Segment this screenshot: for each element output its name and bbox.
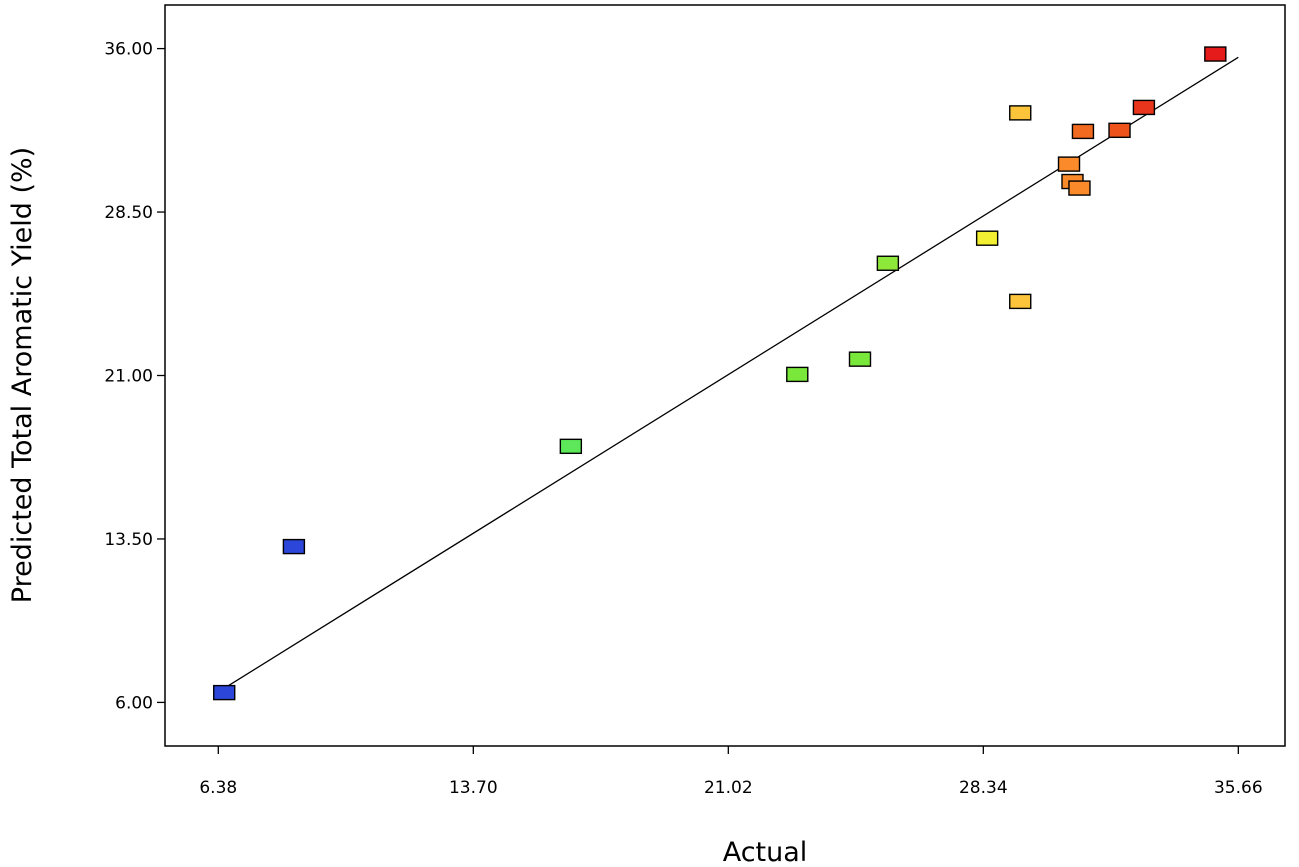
data-point-6 <box>975 230 999 246</box>
y-tick-label-2: 21.00 <box>104 367 153 387</box>
x-tick-label-0: 6.38 <box>199 778 237 798</box>
data-point-4 <box>848 351 872 367</box>
data-point-7 <box>1009 293 1032 310</box>
data-point-3 <box>786 366 809 383</box>
data-point-2 <box>559 438 583 455</box>
data-point-11 <box>1068 180 1091 196</box>
y-tick-label-3: 28.50 <box>104 203 153 223</box>
data-points <box>213 46 1227 701</box>
data-point-8 <box>1009 105 1032 121</box>
y-axis-label: Predicted Total Aromatic Yield (%) <box>7 147 38 603</box>
data-point-9 <box>1057 156 1081 172</box>
y-axis-ticks: 6.00 13.50 21.00 28.50 36.00 <box>104 40 165 713</box>
data-point-14 <box>1132 99 1156 116</box>
plot-frame <box>164 4 1286 747</box>
x-axis-label: Actual <box>723 837 808 867</box>
data-point-1 <box>282 538 306 555</box>
data-point-15 <box>1204 46 1227 62</box>
y-tick-label-0: 6.00 <box>115 693 153 713</box>
x-tick-label-3: 28.34 <box>959 778 1008 798</box>
data-point-12 <box>1071 123 1095 140</box>
y-tick-label-1: 13.50 <box>104 530 153 550</box>
y-tick-label-4: 36.00 <box>104 40 153 60</box>
x-tick-label-2: 21.02 <box>704 778 753 798</box>
x-axis-ticks: 6.38 13.70 21.02 28.34 35.66 <box>199 746 1263 798</box>
data-point-5 <box>876 255 900 271</box>
x-tick-label-4: 35.66 <box>1214 778 1263 798</box>
x-tick-label-1: 13.70 <box>449 778 498 798</box>
fit-line <box>225 56 1239 688</box>
data-point-0 <box>213 684 236 701</box>
data-point-13 <box>1108 122 1131 139</box>
